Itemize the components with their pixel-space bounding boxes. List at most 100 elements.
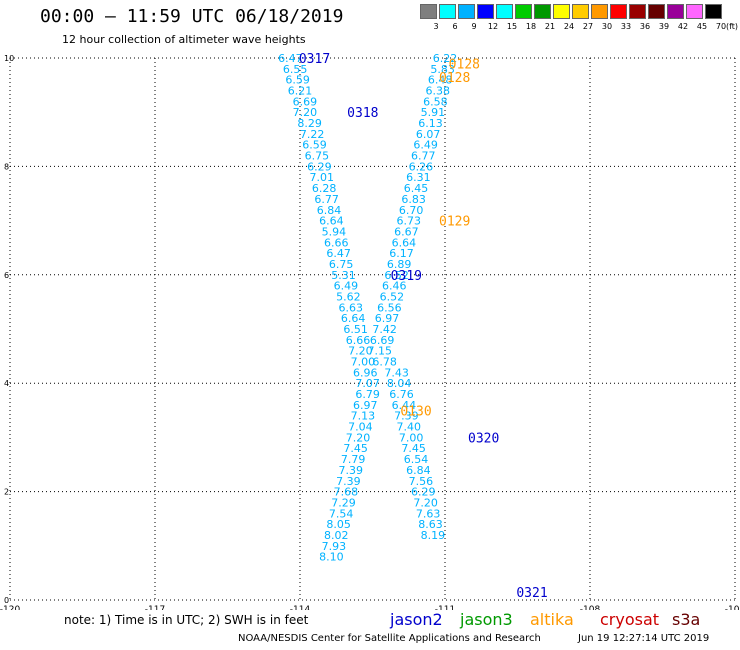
x-tick-label: -120 (0, 605, 20, 610)
swh-data-point: 7.00 (399, 431, 424, 444)
swh-data-point: 8.29 (297, 117, 322, 130)
pass-label: 0128 (439, 71, 470, 86)
swh-data-point: 7.15 (368, 345, 393, 358)
swh-data-point: 7.20 (413, 496, 438, 509)
swh-data-point: 6.52 (384, 269, 409, 282)
swh-data-point: 7.45 (343, 442, 368, 455)
swh-data-point: 7.20 (293, 106, 318, 119)
swh-data-point: 7.54 (329, 507, 354, 520)
color-scale-swatch (705, 4, 722, 19)
color-scale-swatch (439, 4, 456, 19)
swh-data-point: 7.13 (351, 410, 376, 423)
swh-data-point: 6.59 (285, 74, 310, 87)
swh-data-point: 6.78 (372, 356, 397, 369)
satellite-legend-s3a: s3a (672, 610, 701, 629)
generated-timestamp: Jun 19 12:27:14 UTC 2019 (578, 633, 710, 644)
color-scale-label: 6 (452, 22, 458, 31)
swh-data-point: 6.54 (404, 453, 429, 466)
swh-data-point: 7.29 (331, 496, 356, 509)
wave-height-plot: -120-117-114-111-108-10502468106.476.556… (0, 52, 740, 610)
x-tick-label: -105 (725, 605, 740, 610)
swh-data-point: 6.64 (319, 215, 344, 228)
credit-line: NOAA/NESDIS Center for Satellite Applica… (238, 633, 541, 644)
color-scale-label: 45 (696, 22, 708, 31)
chart-subtitle: 12 hour collection of altimeter wave hei… (62, 33, 306, 46)
pass-label: 0318 (347, 106, 378, 121)
color-scale-swatch (458, 4, 475, 19)
swh-data-point: 6.83 (401, 193, 426, 206)
swh-data-point: 7.40 (397, 421, 422, 434)
color-scale-swatch (515, 4, 532, 19)
swh-data-point: 7.56 (409, 475, 434, 488)
swh-data-point: 7.20 (348, 345, 373, 358)
swh-data-point: 6.70 (399, 204, 424, 217)
footnote: note: 1) Time is in UTC; 2) SWH is in fe… (64, 613, 309, 627)
pass-label: 0130 (400, 404, 431, 419)
x-tick-label: -111 (435, 605, 455, 610)
swh-data-point: 6.69 (293, 95, 318, 108)
swh-data-point: 5.91 (421, 106, 446, 119)
swh-data-point: 6.73 (397, 215, 422, 228)
chart-title: 00:00 – 11:59 UTC 06/18/2019 (40, 6, 344, 27)
swh-data-point: 6.79 (355, 388, 380, 401)
swh-data-point: 6.66 (324, 236, 349, 249)
swh-data-point: 5.83 (430, 63, 455, 76)
color-scale-label: 70 (715, 22, 727, 31)
swh-data-point: 6.47 (326, 247, 351, 260)
swh-data-point: 6.45 (404, 182, 429, 195)
swh-data-point: 5.62 (336, 290, 361, 303)
swh-data-point: 7.20 (346, 431, 371, 444)
swh-data-point: 6.55 (283, 63, 308, 76)
color-scale-swatch (629, 4, 646, 19)
swh-data-point: 6.69 (370, 334, 395, 347)
pass-label: 0128 (449, 57, 480, 72)
satellite-legend-cryosat: cryosat (600, 610, 660, 629)
swh-data-point: 6.84 (406, 464, 431, 477)
color-scale-label: 30 (601, 22, 613, 31)
color-scale-swatch (591, 4, 608, 19)
swh-data-point: 6.28 (312, 182, 337, 195)
x-tick-label: -114 (290, 605, 311, 610)
satellite-legend-jason3: jason3 (460, 610, 513, 629)
swh-data-point: 7.04 (348, 421, 373, 434)
color-scale-swatch (420, 4, 437, 19)
swh-data-point: 7.63 (416, 507, 441, 520)
color-scale-label: 3 (433, 22, 439, 31)
swh-data-point: 6.49 (334, 280, 359, 293)
swh-data-point: 8.10 (319, 551, 344, 564)
y-tick-label: 4 (4, 379, 9, 388)
swh-data-point: 6.67 (394, 225, 419, 238)
swh-data-point: 6.64 (392, 236, 417, 249)
swh-data-point: 6.63 (339, 301, 364, 314)
color-scale-unit: (ft) (725, 22, 739, 31)
swh-data-point: 7.01 (310, 171, 335, 184)
swh-data-point: 6.52 (380, 290, 405, 303)
swh-data-point: 6.58 (423, 95, 448, 108)
color-scale-swatch (667, 4, 684, 19)
swh-data-point: 6.77 (314, 193, 339, 206)
color-scale-label: 18 (525, 22, 537, 31)
swh-data-point: 6.17 (389, 247, 414, 260)
swh-data-point: 6.29 (411, 486, 436, 499)
x-tick-label: -108 (580, 605, 601, 610)
swh-data-point: 6.38 (426, 85, 451, 98)
swh-data-point: 6.64 (341, 312, 366, 325)
color-scale-label: 27 (582, 22, 594, 31)
pass-label: 0319 (391, 269, 422, 284)
swh-data-point: 6.75 (329, 258, 354, 271)
pass-label: 0321 (516, 586, 547, 601)
swh-data-point: 5.31 (331, 269, 356, 282)
swh-data-point: 6.89 (387, 258, 412, 271)
swh-data-point: 7.79 (341, 453, 366, 466)
color-scale-swatch (648, 4, 665, 19)
swh-data-point: 6.47 (278, 52, 303, 65)
swh-data-point: 6.66 (346, 334, 371, 347)
color-scale-swatch (534, 4, 551, 19)
swh-data-point: 6.76 (389, 388, 414, 401)
swh-data-point: 6.29 (307, 160, 332, 173)
swh-data-point: 6.84 (317, 204, 342, 217)
swh-data-point: 6.21 (288, 85, 313, 98)
swh-data-point: 6.26 (409, 160, 434, 173)
swh-data-point: 6.59 (302, 139, 327, 152)
pass-label: 0129 (439, 215, 470, 230)
